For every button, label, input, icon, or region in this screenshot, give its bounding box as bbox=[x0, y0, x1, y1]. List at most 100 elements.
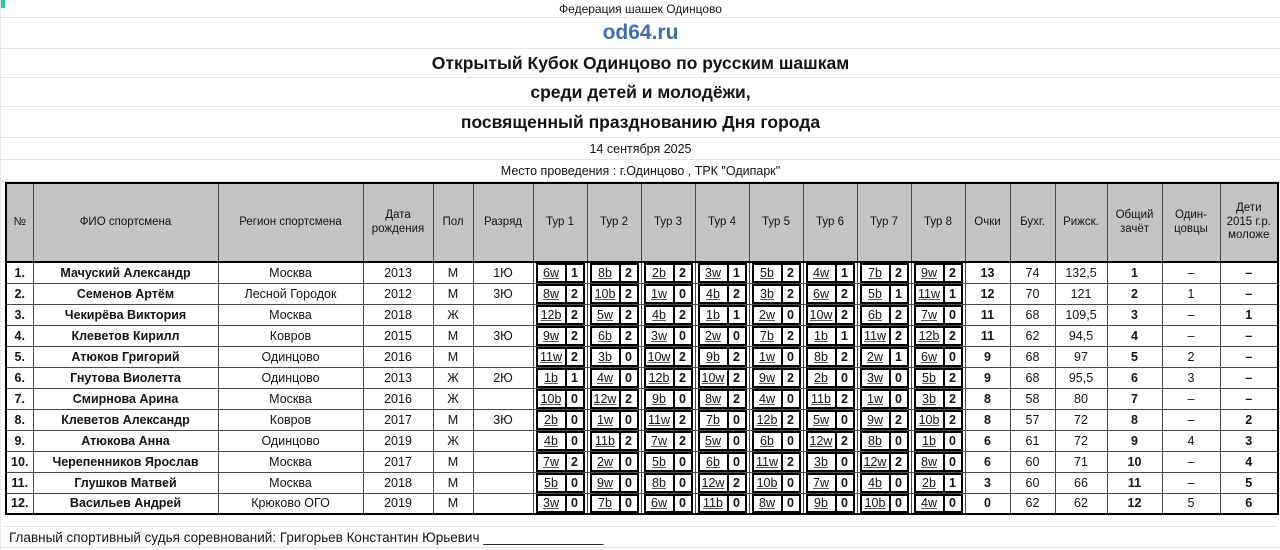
round-score: 2 bbox=[780, 369, 799, 386]
cell-buchholz: 68 bbox=[1009, 366, 1056, 389]
round-result-cell: 10b 2 bbox=[910, 408, 966, 431]
opponent-code: 10w bbox=[647, 349, 671, 364]
col-round-6: Тур 6 bbox=[802, 182, 858, 263]
opponent-code: 5b bbox=[760, 265, 774, 280]
cell-rank bbox=[472, 450, 534, 473]
round-score: 2 bbox=[564, 348, 583, 365]
round-score: 0 bbox=[672, 327, 691, 344]
round-result-box: 7w 2 bbox=[643, 431, 693, 450]
round-score: 0 bbox=[564, 432, 583, 449]
round-result-box: 8w 0 bbox=[913, 452, 963, 471]
round-score: 0 bbox=[726, 495, 745, 511]
round-score: 2 bbox=[942, 369, 961, 386]
round-score: 0 bbox=[888, 369, 907, 386]
round-score: 2 bbox=[672, 432, 691, 449]
table-row: 10. Черепенников Ярослав Москва 2017 М 7w 2 2w 0… bbox=[5, 450, 1279, 473]
round-score: 2 bbox=[564, 327, 583, 344]
round-score: 0 bbox=[564, 411, 583, 428]
round-result-cell: 8w 2 bbox=[532, 282, 588, 305]
opponent-code: 8b bbox=[598, 265, 612, 280]
cell-sex: М bbox=[432, 345, 474, 368]
round-result-box: 1w 0 bbox=[859, 389, 909, 408]
opponent-code: 4w bbox=[921, 496, 937, 511]
round-result-cell: 12b 2 bbox=[532, 303, 588, 326]
opponent-code: 9b bbox=[652, 391, 666, 406]
cell-player-name: Клеветов Кирилл bbox=[32, 324, 219, 347]
round-result-box: 2w 1 bbox=[859, 347, 909, 366]
cell-riga: 71 bbox=[1054, 450, 1108, 473]
round-score: 0 bbox=[726, 432, 745, 449]
round-score: 2 bbox=[672, 265, 691, 281]
round-result-box: 3b 2 bbox=[751, 284, 801, 303]
site-link[interactable]: od64.ru bbox=[602, 21, 679, 44]
round-result-cell: 11w 2 bbox=[856, 324, 912, 347]
round-result-box: 2w 0 bbox=[751, 305, 801, 324]
round-result-cell: 12w 2 bbox=[694, 471, 750, 494]
cell-overall-place: 8 bbox=[1106, 408, 1163, 431]
opponent-code: 10b bbox=[756, 475, 778, 490]
round-score: 2 bbox=[726, 474, 745, 491]
round-result-cell: 4w 0 bbox=[748, 387, 804, 410]
cell-rank bbox=[472, 471, 534, 494]
cell-children-rank: – bbox=[1219, 324, 1279, 347]
round-result-box: 7b 2 bbox=[751, 326, 801, 345]
round-score: 2 bbox=[834, 348, 853, 365]
opponent-code: 12w bbox=[863, 454, 887, 469]
cell-riga: 132,5 bbox=[1054, 261, 1108, 284]
round-score: 0 bbox=[888, 390, 907, 407]
opponent-code: 2w bbox=[597, 454, 613, 469]
opponent-code: 1w bbox=[597, 412, 613, 427]
round-result-box: 11b 2 bbox=[589, 431, 639, 450]
cell-children-rank: 1 bbox=[1219, 303, 1279, 326]
opponent-code: 3w bbox=[543, 496, 559, 511]
round-result-box: 5w 0 bbox=[697, 431, 747, 450]
round-result-cell: 1b 1 bbox=[802, 324, 858, 347]
round-result-cell: 1b 0 bbox=[910, 429, 966, 452]
round-result-box: 6w 0 bbox=[643, 494, 693, 513]
table-row: 12. Васильев Андрей Крюково ОГО 2019 М 3w 0 7b 0… bbox=[5, 492, 1279, 515]
round-score: 0 bbox=[726, 327, 745, 344]
opponent-code: 11w bbox=[539, 349, 562, 364]
round-result-box: 2w 0 bbox=[697, 326, 747, 345]
round-score: 0 bbox=[564, 390, 583, 407]
opponent-code: 7b bbox=[760, 328, 774, 343]
cell-riga: 94,5 bbox=[1054, 324, 1108, 347]
opponent-code: 7w bbox=[813, 475, 829, 490]
round-score: 0 bbox=[618, 369, 637, 386]
opponent-code: 1b bbox=[814, 328, 828, 343]
round-score: 2 bbox=[564, 453, 583, 470]
round-result-box: 12w 2 bbox=[859, 452, 909, 471]
cell-region: Лесной Городок bbox=[217, 282, 364, 305]
round-result-box: 5b 0 bbox=[643, 452, 693, 471]
opponent-code: 4b bbox=[706, 286, 720, 301]
round-result-cell: 8w 0 bbox=[910, 450, 966, 473]
round-score: 0 bbox=[618, 495, 637, 511]
round-result-box: 1b 0 bbox=[913, 431, 963, 450]
round-score: 0 bbox=[888, 495, 907, 511]
round-result-box: 8b 0 bbox=[859, 431, 909, 450]
cell-riga: 95,5 bbox=[1054, 366, 1108, 389]
cell-birth-date: 2016 bbox=[362, 387, 434, 410]
round-result-cell: 7w 2 bbox=[532, 450, 588, 473]
round-result-box: 10b 2 bbox=[913, 410, 963, 429]
cell-odintsovo-rank: – bbox=[1161, 471, 1221, 494]
cell-odintsovo-rank: – bbox=[1161, 261, 1221, 284]
round-score: 0 bbox=[834, 453, 853, 470]
cell-buchholz: 61 bbox=[1009, 429, 1056, 452]
opponent-code: 2b bbox=[652, 265, 666, 280]
round-result-cell: 11w 1 bbox=[910, 282, 966, 305]
round-score: 0 bbox=[942, 306, 961, 323]
cell-player-name: Семенов Артём bbox=[32, 282, 219, 305]
opponent-code: 5w bbox=[813, 412, 829, 427]
opponent-code: 9b bbox=[814, 496, 828, 511]
cell-player-name: Васильев Андрей bbox=[32, 492, 219, 515]
cell-birth-date: 2019 bbox=[362, 492, 434, 515]
cell-buchholz: 68 bbox=[1009, 345, 1056, 368]
round-result-box: 2b 1 bbox=[913, 473, 963, 492]
cell-overall-place: 6 bbox=[1106, 366, 1163, 389]
round-score: 2 bbox=[942, 265, 961, 281]
round-result-cell: 1w 0 bbox=[748, 345, 804, 368]
col-round-5: Тур 5 bbox=[748, 182, 804, 263]
round-result-cell: 6w 1 bbox=[532, 261, 588, 284]
round-result-cell: 11b 0 bbox=[694, 492, 750, 515]
